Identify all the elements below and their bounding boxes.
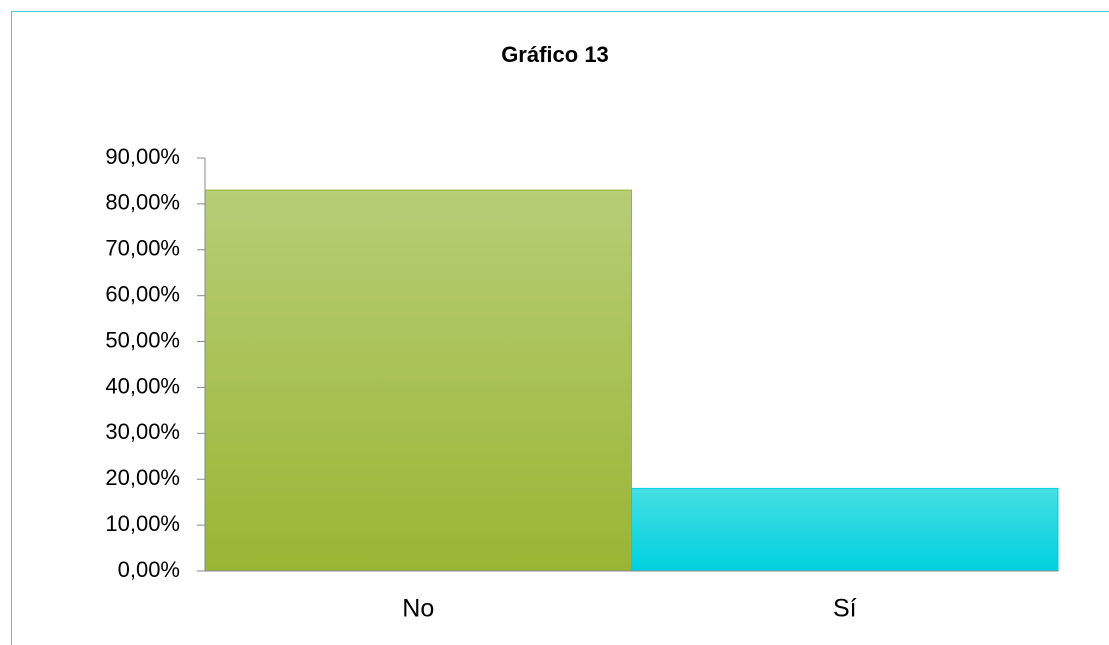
- y-tick-label: 90,00%: [105, 144, 180, 169]
- y-tick-label: 10,00%: [105, 511, 180, 536]
- y-tick-label: 0,00%: [118, 557, 180, 582]
- bar: [631, 487, 1059, 572]
- x-tick-label: Sí: [833, 595, 857, 623]
- chart-border: [11, 11, 1109, 645]
- y-tick-label: 70,00%: [105, 236, 180, 261]
- y-tick-label: 50,00%: [105, 327, 180, 352]
- y-tick-label: 80,00%: [105, 190, 180, 215]
- y-tick-label: 60,00%: [105, 281, 180, 306]
- y-tick-label: 40,00%: [105, 373, 180, 398]
- bar: [204, 189, 632, 572]
- chart-title: Gráfico 13: [501, 42, 609, 67]
- y-tick-label: 30,00%: [105, 419, 180, 444]
- x-tick-label: No: [402, 595, 434, 623]
- y-tick-label: 20,00%: [105, 465, 180, 490]
